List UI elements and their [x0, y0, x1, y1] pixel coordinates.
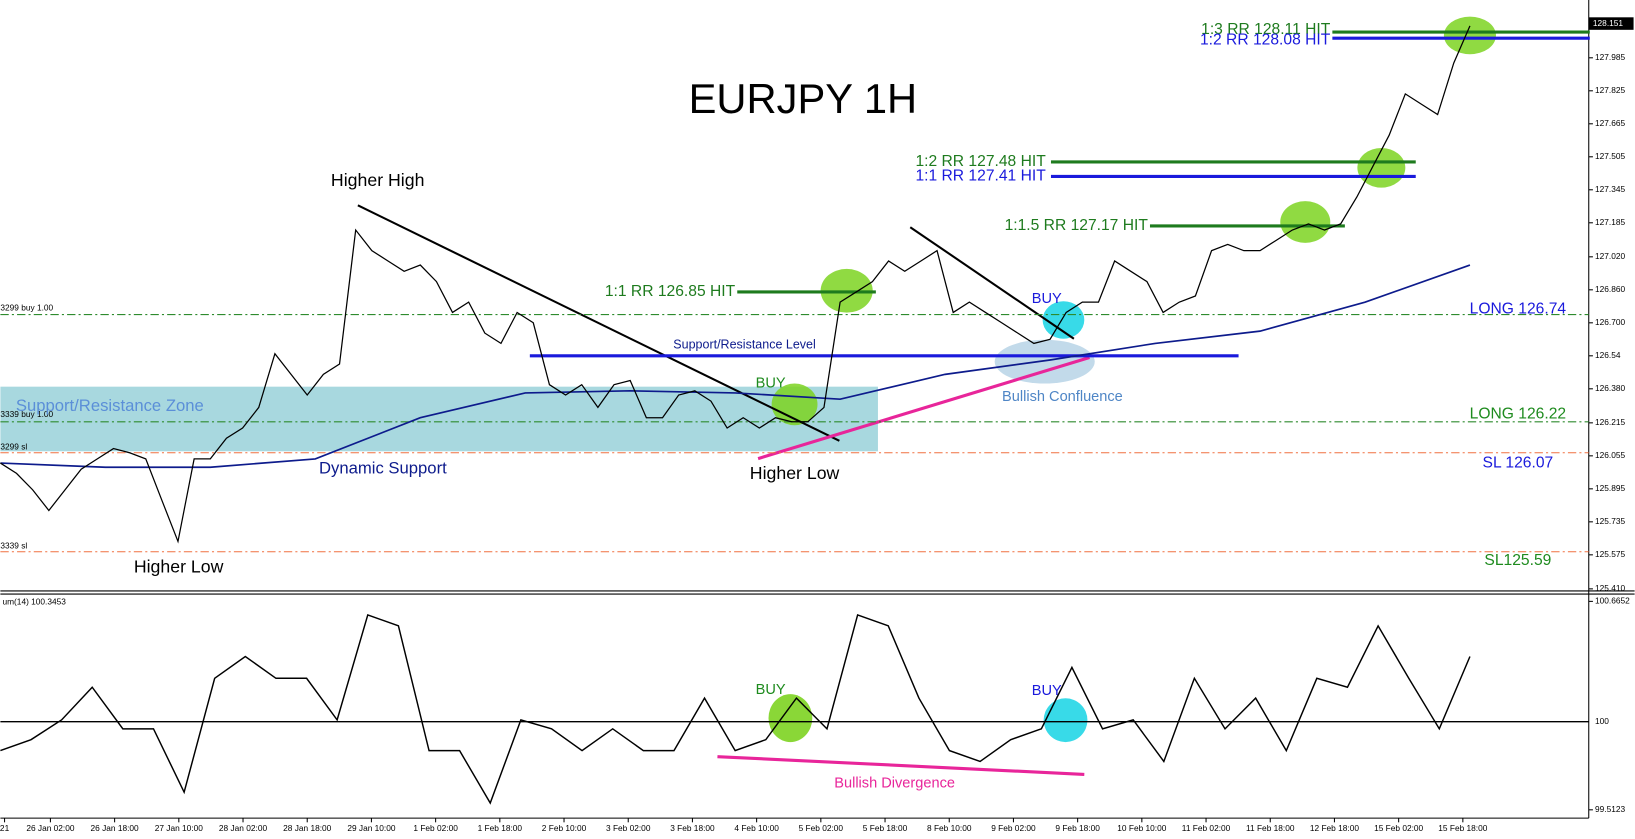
order-label: 3299 buy 1.00: [0, 303, 53, 313]
x-tick-label: 29 Jan 10:00: [347, 823, 396, 833]
x-tick-label: 2 Feb 10:00: [542, 823, 587, 833]
level-label: Support/Resistance Level: [673, 338, 815, 352]
level-label: SL 126.07: [1483, 454, 1554, 471]
x-tick-label: 1 Feb 02:00: [413, 823, 458, 833]
level-label: 1:2 RR 127.48 HIT: [915, 153, 1046, 170]
highlight-ellipse: [771, 383, 818, 426]
x-tick-label: 28 Jan 18:00: [283, 823, 332, 833]
x-tick-label: 21: [0, 823, 10, 833]
y-tick-label: 100.6652: [1595, 596, 1630, 606]
x-tick-label: 15 Feb 02:00: [1374, 823, 1423, 833]
y-tick-label: 127.185: [1595, 217, 1625, 227]
support-resistance-zone: [0, 386, 878, 452]
x-tick-label: 12 Feb 18:00: [1310, 823, 1359, 833]
annotation: BUY: [1032, 683, 1062, 699]
level-label: LONG 126.74: [1470, 300, 1567, 317]
annotation: BUY: [756, 375, 786, 391]
divergence-line: [757, 355, 1090, 461]
x-tick-label: 27 Jan 10:00: [155, 823, 204, 833]
x-tick-label: 3 Feb 18:00: [670, 823, 715, 833]
x-tick-label: 9 Feb 18:00: [1055, 823, 1100, 833]
annotation: Bullish Divergence: [834, 776, 955, 792]
y-tick-label: 127.505: [1595, 151, 1625, 161]
momentum-line: [0, 613, 1471, 805]
x-tick-label: 5 Feb 02:00: [799, 823, 844, 833]
x-tick-label: 1 Feb 18:00: [478, 823, 523, 833]
confluence-ellipse: [994, 339, 1095, 384]
x-tick-label: 26 Jan 18:00: [91, 823, 140, 833]
annotation: Higher Low: [750, 463, 840, 483]
order-label: 3299 sl: [0, 441, 27, 451]
y-tick-label: 127.985: [1595, 52, 1625, 62]
annotation: Support/Resistance Zone: [16, 396, 204, 415]
y-tick-label: 126.54: [1595, 350, 1621, 360]
x-tick-label: 26 Jan 02:00: [26, 823, 75, 833]
order-label: 3339 sl: [0, 540, 27, 550]
y-tick-label: 100: [1595, 716, 1609, 726]
y-tick-label: 125.410: [1595, 583, 1625, 593]
annotation: Higher Low: [134, 557, 224, 577]
level-label: SL125.59: [1484, 552, 1551, 569]
highlight-ellipse: [1043, 698, 1088, 743]
y-tick-label: 126.860: [1595, 284, 1625, 294]
trend-line: [909, 226, 1075, 340]
annotation: Bullish Confluence: [1002, 389, 1123, 405]
annotation: BUY: [756, 682, 786, 698]
annotation: Dynamic Support: [319, 458, 447, 477]
y-tick-label: 125.895: [1595, 483, 1625, 493]
moving-average: [0, 264, 1471, 469]
x-tick-label: 9 Feb 02:00: [991, 823, 1036, 833]
indicator-label: um(14) 100.3453: [2, 597, 66, 607]
trend-line: [357, 204, 840, 442]
x-tick-label: 4 Feb 10:00: [734, 823, 779, 833]
price-line: [0, 25, 1471, 544]
current-price-label: 128.151: [1593, 18, 1623, 28]
y-tick-label: 127.825: [1595, 85, 1625, 95]
annotation: BUY: [1032, 291, 1062, 307]
level-label: 1:1 RR 127.41 HIT: [915, 168, 1046, 185]
y-tick-label: 126.055: [1595, 450, 1625, 460]
annotation: Higher High: [331, 170, 424, 190]
chart-title: EURJPY 1H: [689, 75, 918, 122]
current-price-box: [1588, 17, 1634, 30]
level-label: 1:1.5 RR 127.17 HIT: [1005, 217, 1149, 234]
x-tick-label: 15 Feb 18:00: [1438, 823, 1487, 833]
x-tick-label: 10 Feb 10:00: [1117, 823, 1166, 833]
x-tick-label: 8 Feb 10:00: [927, 823, 972, 833]
highlight-ellipse: [768, 694, 813, 743]
level-label: LONG 126.22: [1470, 406, 1566, 423]
y-tick-label: 127.020: [1595, 251, 1625, 261]
level-label: 1:1 RR 126.85 HIT: [605, 283, 736, 300]
y-tick-label: 127.345: [1595, 184, 1625, 194]
y-tick-label: 126.700: [1595, 317, 1625, 327]
level-label: 1:3 RR 128.11 HIT: [1201, 21, 1331, 38]
y-tick-label: 126.215: [1595, 417, 1625, 427]
x-tick-label: 3 Feb 02:00: [606, 823, 651, 833]
y-tick-label: 99.5123: [1595, 804, 1625, 814]
divergence-line: [717, 755, 1085, 776]
y-tick-label: 127.665: [1595, 118, 1625, 128]
y-tick-label: 125.575: [1595, 549, 1625, 559]
x-tick-label: 11 Feb 18:00: [1246, 823, 1295, 833]
order-label: 3339 buy 1.00: [0, 409, 53, 419]
level-label: 1:2 RR 128.08 HIT: [1200, 31, 1331, 48]
x-tick-label: 11 Feb 02:00: [1182, 823, 1231, 833]
highlight-ellipse: [1443, 16, 1496, 55]
x-tick-label: 5 Feb 18:00: [863, 823, 908, 833]
highlight-ellipse: [1280, 201, 1331, 243]
x-tick-label: 28 Jan 02:00: [219, 823, 268, 833]
y-tick-label: 126.380: [1595, 383, 1625, 393]
y-tick-label: 125.735: [1595, 516, 1625, 526]
highlight-ellipse: [1042, 301, 1085, 339]
